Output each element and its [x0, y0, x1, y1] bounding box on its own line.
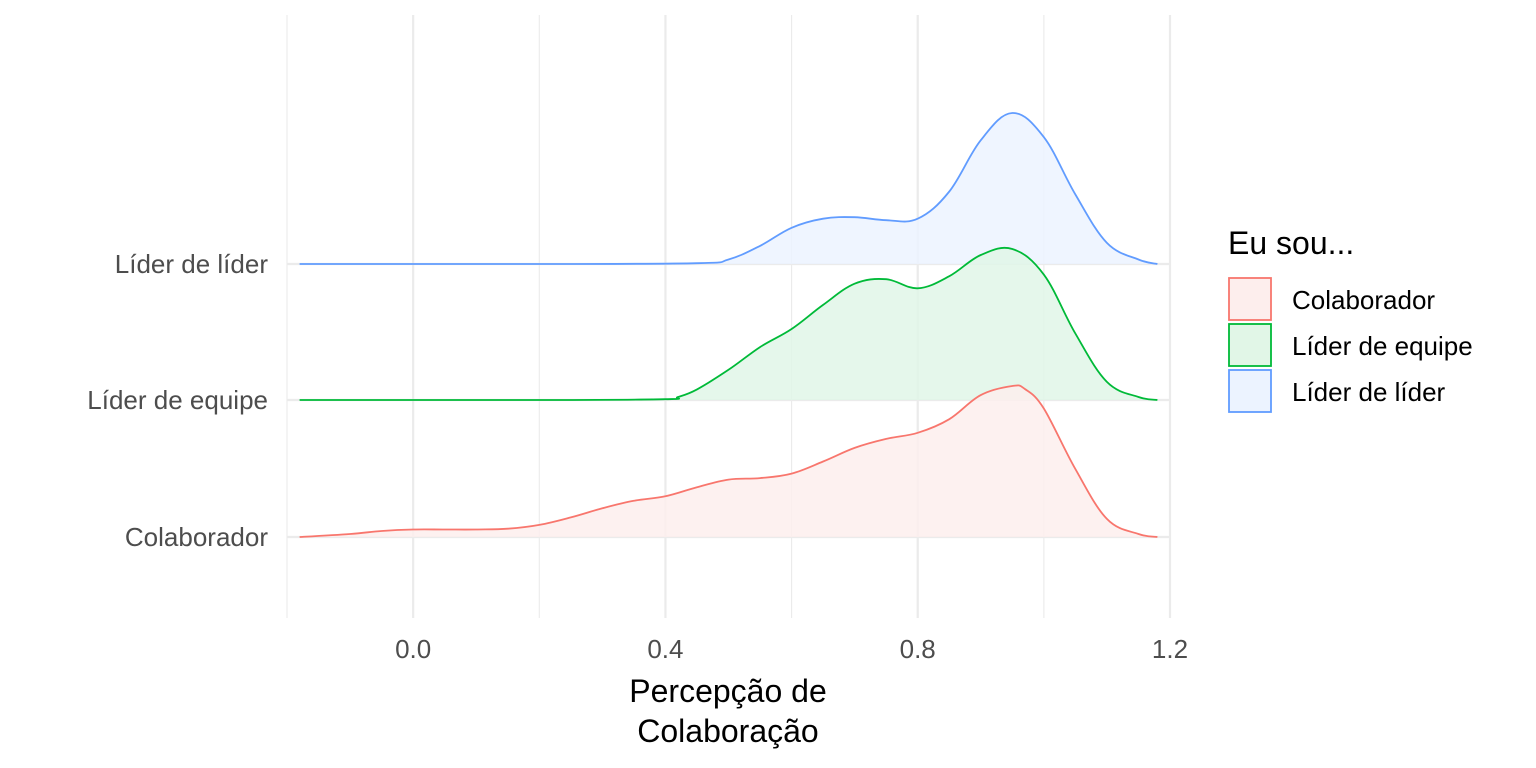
x-tick-label: 0.0: [395, 634, 431, 664]
legend: Eu sou... Colaborador Líder de equipe Líde…: [1228, 225, 1473, 413]
ridge-colaborador: [299, 384, 1158, 538]
legend-label: Líder de líder: [1292, 377, 1446, 407]
x-axis-title-line-1: Percepção de: [629, 673, 826, 709]
x-tick-label: 0.4: [647, 634, 683, 664]
ridge-fill: [299, 247, 1158, 401]
legend-title: Eu sou...: [1228, 225, 1354, 261]
ridge-line: [299, 384, 1158, 538]
ridge-line: [299, 246, 1158, 401]
legend-label: Líder de equipe: [1292, 331, 1473, 361]
y-tick-labels: Colaborador Líder de equipe Líder de líder: [87, 249, 268, 552]
ridge-fill: [299, 112, 1158, 265]
legend-key: [1228, 277, 1272, 321]
ridge-line: [299, 112, 1158, 265]
legend-key: [1228, 369, 1272, 413]
x-tick-labels: 0.0 0.4 0.8 1.2: [395, 634, 1188, 664]
x-axis-title-line-2: Colaboração: [637, 713, 818, 749]
legend-item: Líder de líder: [1228, 369, 1446, 413]
ridge-líder-de-equipe: [299, 246, 1158, 401]
legend-item: Colaborador: [1228, 277, 1435, 321]
y-tick-label: Líder de equipe: [87, 385, 268, 415]
legend-key: [1228, 323, 1272, 367]
legend-item: Líder de equipe: [1228, 323, 1473, 367]
y-tick-label: Líder de líder: [115, 249, 269, 279]
ridge-fill: [299, 385, 1158, 537]
legend-items: Colaborador Líder de equipe Líder de líder: [1228, 277, 1473, 413]
y-tick-label: Colaborador: [125, 522, 268, 552]
x-tick-label: 1.2: [1152, 634, 1188, 664]
ridge-líder-de-líder: [299, 112, 1158, 265]
density-ridges: [299, 112, 1158, 538]
x-tick-label: 0.8: [900, 634, 936, 664]
legend-label: Colaborador: [1292, 285, 1435, 315]
